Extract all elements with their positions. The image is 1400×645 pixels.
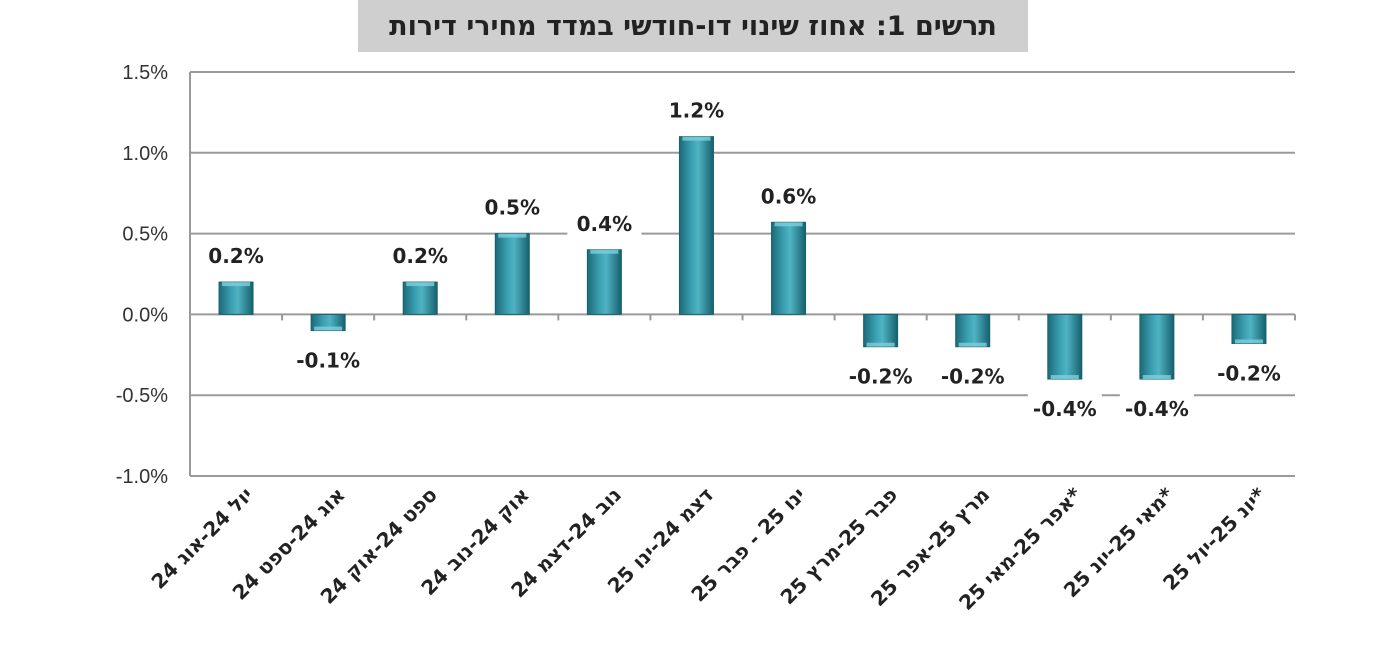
bar-highlight bbox=[498, 233, 527, 238]
chart-title: תרשים 1: אחוז שינוי דו-חודשי במדד מחירי … bbox=[358, 0, 1028, 52]
bar-highlight bbox=[774, 222, 803, 227]
data-label: 0.2% bbox=[392, 244, 447, 268]
bar bbox=[402, 281, 438, 315]
bar-highlight bbox=[406, 282, 435, 287]
axes: 1.5% 1.0% 0.5% 0.0% -0.5% -1.0% bbox=[116, 62, 1296, 488]
data-label-bg bbox=[1027, 394, 1102, 425]
data-label: -0.2% bbox=[941, 365, 1005, 389]
y-tick-label: 1.0% bbox=[122, 143, 168, 165]
y-tick-label: 1.5% bbox=[122, 62, 168, 84]
data-label-bg bbox=[199, 241, 274, 272]
data-label: 0.6% bbox=[761, 184, 816, 208]
data-label: 0.2% bbox=[208, 244, 263, 268]
bar-highlight bbox=[222, 282, 251, 287]
data-label-bg bbox=[1119, 394, 1194, 425]
data-label-bg bbox=[567, 208, 642, 239]
bar bbox=[494, 233, 530, 315]
data-label-bg bbox=[1211, 358, 1286, 389]
bar bbox=[771, 221, 807, 315]
data-label: -0.4% bbox=[1033, 397, 1097, 421]
y-tick-label: 0.5% bbox=[122, 224, 168, 246]
bar-highlight bbox=[1234, 339, 1263, 344]
bar-highlight bbox=[1050, 375, 1079, 380]
bar-highlight bbox=[314, 326, 343, 331]
bars bbox=[218, 136, 1267, 380]
data-label-bg bbox=[751, 181, 826, 212]
data-label-bg bbox=[291, 345, 366, 376]
data-label-bg bbox=[843, 361, 918, 392]
bar-highlight bbox=[958, 342, 987, 347]
y-tick-label: -1.0% bbox=[116, 466, 168, 488]
data-label: -0.1% bbox=[296, 349, 360, 373]
data-label-bg bbox=[475, 192, 550, 223]
y-tick-label: 0.0% bbox=[122, 304, 168, 326]
bar bbox=[678, 136, 714, 315]
bar-highlight bbox=[866, 342, 895, 347]
data-label: -0.2% bbox=[849, 365, 913, 389]
data-label-bg bbox=[659, 95, 734, 126]
data-label: -0.2% bbox=[1217, 361, 1281, 385]
bar bbox=[586, 249, 622, 315]
bar bbox=[1139, 313, 1175, 380]
bar bbox=[218, 281, 254, 315]
data-labels: 0.2% -0.1% 0.2% 0.5% 0.4% 1.2% 0.6% -0.2% -0.2% -… bbox=[199, 95, 1286, 425]
data-label: 1.2% bbox=[669, 99, 724, 123]
bar bbox=[1231, 313, 1267, 344]
data-label-bg bbox=[383, 241, 458, 272]
bar bbox=[955, 313, 991, 348]
bar-highlight bbox=[682, 136, 711, 141]
data-label: 0.5% bbox=[485, 196, 540, 220]
y-tick-label: -0.5% bbox=[116, 385, 168, 407]
bar-highlight bbox=[1142, 375, 1171, 380]
data-label: -0.4% bbox=[1125, 397, 1189, 421]
bar bbox=[1047, 313, 1083, 380]
bar-highlight bbox=[590, 249, 619, 254]
bar bbox=[863, 313, 899, 348]
data-label: 0.4% bbox=[577, 212, 632, 236]
data-label-bg bbox=[935, 361, 1010, 392]
